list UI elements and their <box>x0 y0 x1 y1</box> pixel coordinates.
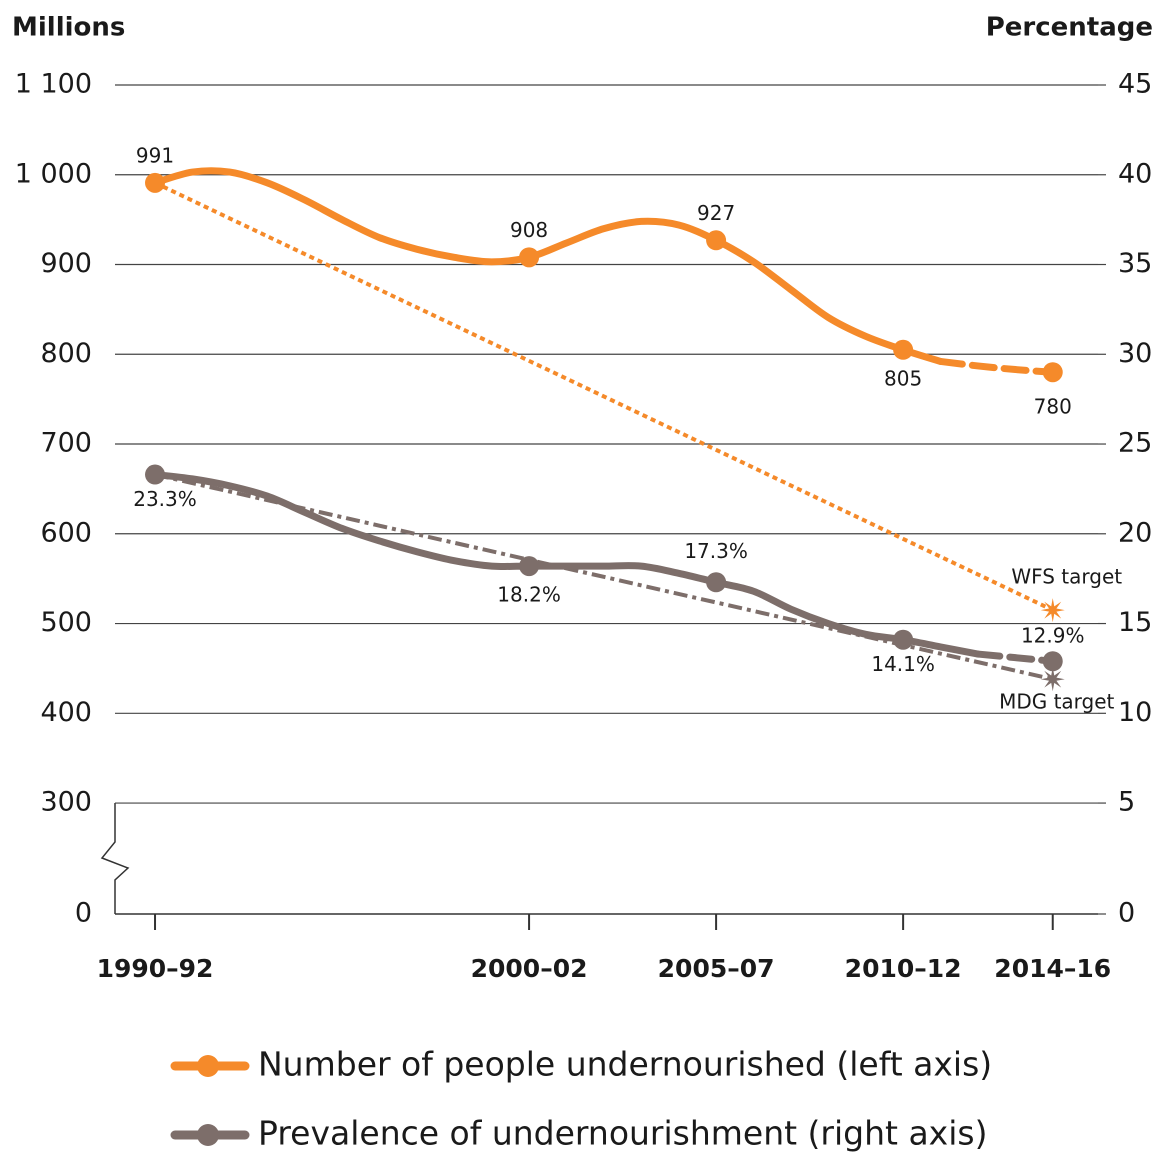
y-tick-label: 600 <box>40 517 92 548</box>
series-marker <box>519 556 540 577</box>
target-line <box>154 181 1054 612</box>
series-marker <box>706 230 727 251</box>
y2-tick-label: 10 <box>1118 697 1152 728</box>
value-label: 908 <box>510 218 548 242</box>
series-marker <box>893 339 914 360</box>
value-label: 991 <box>136 143 174 167</box>
y2-tick-label: 5 <box>1118 787 1135 818</box>
y-tick-label: 800 <box>40 338 92 369</box>
x-tick-label: 1990–92 <box>97 954 214 983</box>
value-label: 12.9% <box>1021 624 1085 648</box>
series-marker <box>519 247 540 268</box>
y-tick-label: 400 <box>40 697 92 728</box>
x-tick-label: 2014–16 <box>994 954 1111 983</box>
y2-tick-label: 30 <box>1118 338 1152 369</box>
y-tick-label: 500 <box>40 607 92 638</box>
target-star <box>1040 598 1065 623</box>
series-line <box>151 471 982 658</box>
y2-tick-label: 35 <box>1118 248 1152 279</box>
target-star <box>1040 667 1065 692</box>
y-tick-label: 700 <box>40 428 92 459</box>
y2-axis-label: Percentage <box>986 13 1153 43</box>
y2-tick-label: 20 <box>1118 517 1152 548</box>
x-tick-label: 2010–12 <box>845 954 962 983</box>
legend-label: Prevalence of undernourishment (right ax… <box>258 1114 987 1153</box>
target-label: MDG target <box>999 690 1114 714</box>
y-tick-label: 1 100 <box>15 69 92 100</box>
y2-tick-label: 15 <box>1118 607 1152 638</box>
series-line <box>974 650 1057 665</box>
series-marker <box>145 172 166 193</box>
y-tick-label: 0 <box>75 898 92 929</box>
axis-break <box>100 803 130 914</box>
series-marker <box>706 572 727 593</box>
series-marker <box>893 629 914 650</box>
x-tick-label: 2000–02 <box>471 954 588 983</box>
value-label: 23.3% <box>133 487 197 511</box>
series-line <box>937 357 1057 376</box>
value-label: 927 <box>697 201 735 225</box>
series-marker <box>145 464 166 485</box>
y2-tick-label: 45 <box>1118 69 1152 100</box>
value-label: 805 <box>884 366 922 390</box>
target-label: WFS target <box>1011 565 1122 589</box>
series-marker <box>1042 651 1063 672</box>
value-label: 14.1% <box>871 652 935 676</box>
value-label: 780 <box>1034 395 1072 419</box>
value-label: 18.2% <box>497 583 561 607</box>
x-tick-label: 2005–07 <box>658 954 775 983</box>
y-tick-label: 900 <box>40 248 92 279</box>
y-tick-label: 300 <box>40 787 92 818</box>
legend-label: Number of people undernourished (left ax… <box>258 1045 992 1084</box>
y2-tick-label: 0 <box>1118 898 1135 929</box>
y-axis-label: Millions <box>12 13 125 43</box>
legend-marker <box>197 1124 219 1146</box>
series-line <box>151 167 945 365</box>
value-label: 17.3% <box>684 539 748 563</box>
legend-marker <box>197 1055 219 1077</box>
y-tick-label: 1 000 <box>15 158 92 189</box>
y2-tick-label: 40 <box>1118 158 1152 189</box>
y2-tick-label: 25 <box>1118 428 1152 459</box>
series-marker <box>1042 362 1063 383</box>
